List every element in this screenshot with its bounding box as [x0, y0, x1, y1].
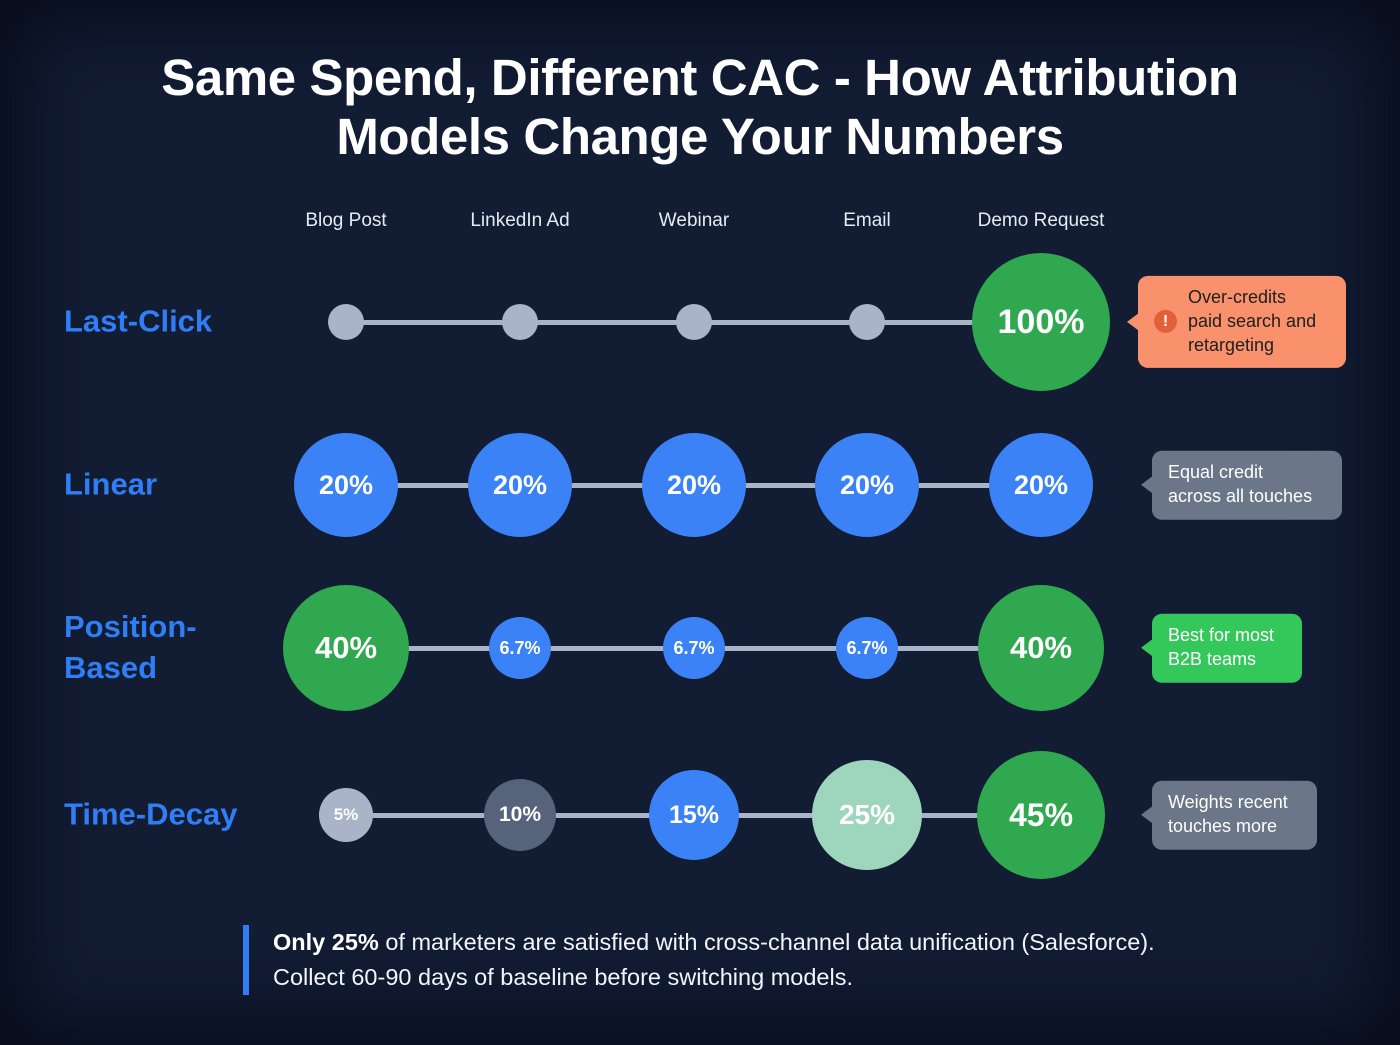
page-title: Same Spend, Different CAC - How Attribut…: [161, 49, 1239, 166]
connector-line: [917, 482, 991, 488]
attribution-node[interactable]: 15%: [649, 770, 739, 860]
footer-note: Only 25% of marketers are satisfied with…: [243, 925, 1223, 995]
row-callout: Best for most B2B teams: [1141, 613, 1302, 683]
attribution-node[interactable]: 100%: [972, 253, 1110, 391]
connector-line: [570, 482, 644, 488]
attribution-node[interactable]: 6.7%: [489, 617, 551, 679]
row-callout: ! Over-credits paid search and retargetin…: [1127, 275, 1346, 369]
column-header-4: Email: [843, 210, 891, 231]
connector-line: [744, 482, 817, 488]
attribution-node[interactable]: [328, 304, 364, 340]
attribution-node[interactable]: 20%: [989, 433, 1093, 537]
connector-line: [549, 645, 665, 651]
column-header-2: LinkedIn Ad: [470, 210, 570, 231]
attribution-node[interactable]: 6.7%: [836, 617, 898, 679]
attribution-node[interactable]: 45%: [977, 751, 1105, 879]
attribution-node[interactable]: 10%: [484, 779, 556, 851]
row-label: Last-Click: [64, 303, 213, 339]
attribution-node[interactable]: 40%: [978, 585, 1104, 711]
connector-line: [883, 319, 974, 325]
attribution-node[interactable]: [676, 304, 712, 340]
connector-line: [407, 645, 491, 651]
connector-line: [554, 812, 651, 818]
column-header-3: Webinar: [658, 210, 730, 231]
attribution-node[interactable]: 40%: [283, 585, 409, 711]
footer-text: of marketers are satisfied with cross-ch…: [273, 929, 1155, 990]
connector-line: [371, 812, 486, 818]
attribution-node[interactable]: 20%: [815, 433, 919, 537]
attribution-node[interactable]: [502, 304, 538, 340]
row-label: Position- Based: [64, 609, 197, 685]
attribution-row: Time-Decay 5% 10% 15% 25% 45% Weights recent t…: [0, 730, 1400, 900]
connector-line: [536, 319, 678, 325]
callout-text: Weights recent touches more: [1168, 791, 1288, 836]
callout-text: Equal credit across all touches: [1168, 461, 1313, 506]
connector-line: [737, 812, 814, 818]
connector-line: [362, 319, 504, 325]
row-label: Linear: [64, 466, 158, 502]
column-header-row: Blog Post LinkedIn Ad Webinar Email Demo Req…: [0, 210, 1400, 240]
attribution-node[interactable]: 5%: [319, 788, 373, 842]
connector-line: [920, 812, 979, 818]
warning-icon: !: [1154, 310, 1177, 333]
connector-line: [723, 645, 838, 651]
connector-line: [896, 645, 980, 651]
footer-highlight: Only 25%: [273, 929, 379, 955]
callout-text: Best for most B2B teams: [1168, 624, 1275, 669]
attribution-row: Linear 20% 20% 20% 20% 20% Equal credit across…: [0, 400, 1400, 570]
row-label: Time-Decay: [64, 796, 238, 832]
attribution-row: Last-Click 100%! Over-credits paid search …: [0, 237, 1400, 407]
attribution-node[interactable]: 20%: [468, 433, 572, 537]
attribution-row: Position- Based 40% 6.7% 6.7% 6.7% 40% Best fo…: [0, 563, 1400, 733]
row-callout: Weights recent touches more: [1141, 780, 1317, 850]
row-callout: Equal credit across all touches: [1141, 450, 1342, 520]
attribution-node[interactable]: 25%: [812, 760, 922, 870]
attribution-node[interactable]: 20%: [642, 433, 746, 537]
column-header-1: Blog Post: [305, 210, 387, 231]
attribution-node[interactable]: 20%: [294, 433, 398, 537]
attribution-node[interactable]: [849, 304, 885, 340]
callout-text: Over-credits paid search and retargeting: [1188, 286, 1317, 355]
connector-line: [710, 319, 851, 325]
connector-line: [396, 482, 470, 488]
attribution-node[interactable]: 6.7%: [663, 617, 725, 679]
column-header-5: Demo Request: [977, 210, 1105, 231]
